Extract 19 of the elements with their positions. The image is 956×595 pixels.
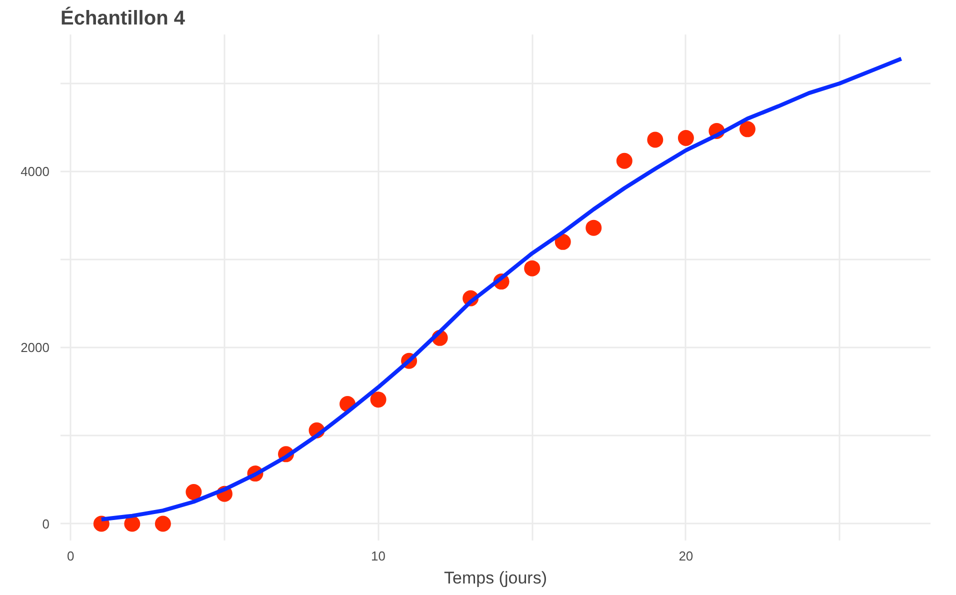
point	[186, 484, 202, 500]
point	[678, 130, 694, 146]
point	[586, 220, 602, 236]
y-tick-label: 2000	[20, 340, 50, 356]
chart-title: Échantillon 4	[60, 6, 186, 30]
x-tick-label: 10	[371, 548, 386, 564]
point	[370, 392, 386, 408]
point	[739, 121, 756, 138]
point	[554, 234, 571, 250]
x-tick-label: 0	[67, 548, 74, 564]
x-tick-label: 20	[678, 548, 694, 564]
point	[154, 516, 171, 532]
point	[524, 260, 540, 276]
point	[647, 132, 664, 148]
y-tick-label: 0	[42, 516, 50, 532]
point	[124, 516, 140, 532]
y-tick-label: 4000	[20, 164, 50, 179]
x-axis-title: Temps (jours)	[444, 568, 547, 588]
point	[616, 152, 632, 169]
